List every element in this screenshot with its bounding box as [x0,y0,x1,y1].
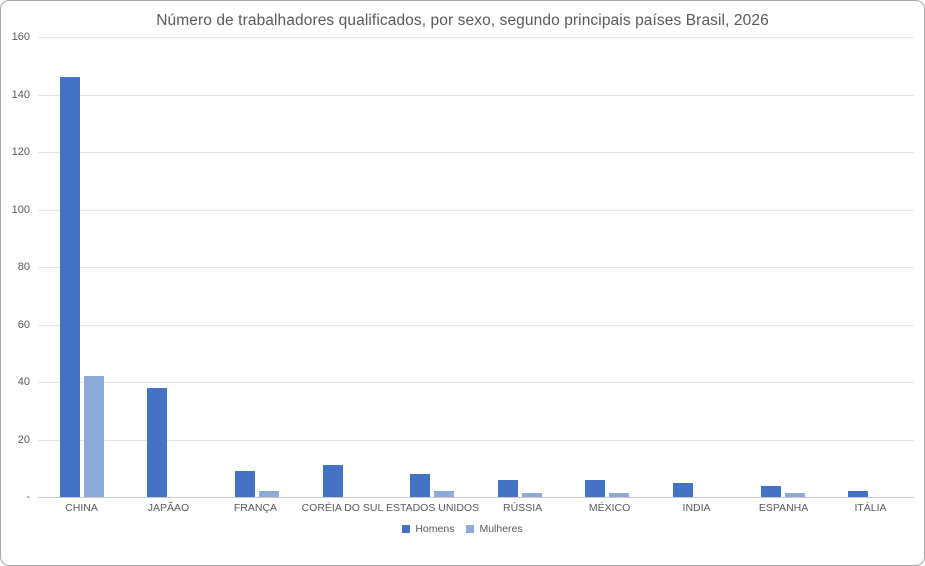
bar-group-estados-unidos [388,37,476,497]
x-tick-label-espanha: ESPANHA [758,502,809,514]
x-axis: CHINA JAPÃAO FRANÇA CORÉIA DO SUL ESTADOS UN… [38,502,914,514]
gridline [38,439,914,441]
x-tick-label-japãao: JAPÃAO [147,502,190,514]
x-tick-label-china: CHINA [65,502,98,514]
legend-item-mulheres: Mulheres [466,523,523,535]
y-tick-label-100: 100 [11,203,30,216]
bar-homens-itália [848,491,869,497]
gridline [38,267,914,268]
legend-item-homens: Homens [402,523,454,535]
bar-homens-frança [234,471,255,497]
y-tick-label-60: 60 [17,318,30,331]
bar-group-coréia-do-sul [301,37,389,497]
chart-title: Número de trabalhadores qualificados, po… [156,12,769,29]
bar-homens-coréia-do-sul [322,465,343,497]
bar-mulheres-méxico [609,492,630,497]
bar-mulheres-china [83,376,104,497]
gridline [38,324,914,326]
y-tick-label-140: 140 [11,88,30,101]
y-axis: 160 140 120 100 80 60 40 20 - [1,31,30,503]
legend-label-mulheres: Mulheres [479,523,523,535]
bar-group-india [651,37,739,497]
gridline [38,152,914,153]
x-tick-label-india: INDIA [682,502,711,514]
bar-mulheres-frança [258,491,279,497]
bar-homens-estados-unidos [410,474,431,497]
y-tick-label-160: 160 [11,31,30,43]
gridline [38,94,914,96]
x-tick-label-coréia-do-sul: CORÉIA DO SUL [301,502,384,514]
x-tick-label-rússia: RÚSSIA [503,502,543,514]
bar-group-japãao [126,37,214,497]
homens-legend-swatch-icon [402,525,411,533]
bars-layer [38,37,914,497]
legend-label-homens: Homens [415,523,455,535]
bar-mulheres-rússia [521,492,542,497]
y-tick-label-zero: - [26,491,30,503]
bar-homens-espanha [760,485,781,497]
plot-area [38,37,914,498]
x-tick-label-estados-unidos: ESTADOS UNIDOS [385,502,480,514]
bar-homens-méxico [585,479,606,497]
bar-homens-india [672,482,693,497]
y-tick-label-120: 120 [11,146,30,158]
y-tick-label-80: 80 [17,261,30,273]
bar-group-rússia [476,37,564,497]
x-tick-label-itália: ITÁLIA [854,502,887,514]
y-tick-label-40: 40 [17,376,30,388]
bar-mulheres-espanha [784,492,805,497]
bar-group-itália [826,37,914,497]
x-tick-label-frança: FRANÇA [233,502,278,514]
mulheres-legend-swatch-icon [466,525,475,533]
x-axis-line [38,497,914,498]
gridline [38,37,914,38]
gridline [38,382,914,383]
bar-group-china [38,37,126,497]
bar-homens-rússia [497,479,518,497]
bar-homens-china [59,77,80,497]
bar-group-espanha [739,37,827,497]
bar-group-méxico [564,37,652,497]
gridline [38,209,914,211]
legend: Homens Mulheres [1,523,924,535]
y-tick-label-20: 20 [17,433,30,446]
bar-homens-japãao [147,387,168,497]
x-tick-label-méxico: MÉXICO [588,502,631,514]
bar-mulheres-estados-unidos [434,491,455,497]
bar-group-frança [213,37,301,497]
